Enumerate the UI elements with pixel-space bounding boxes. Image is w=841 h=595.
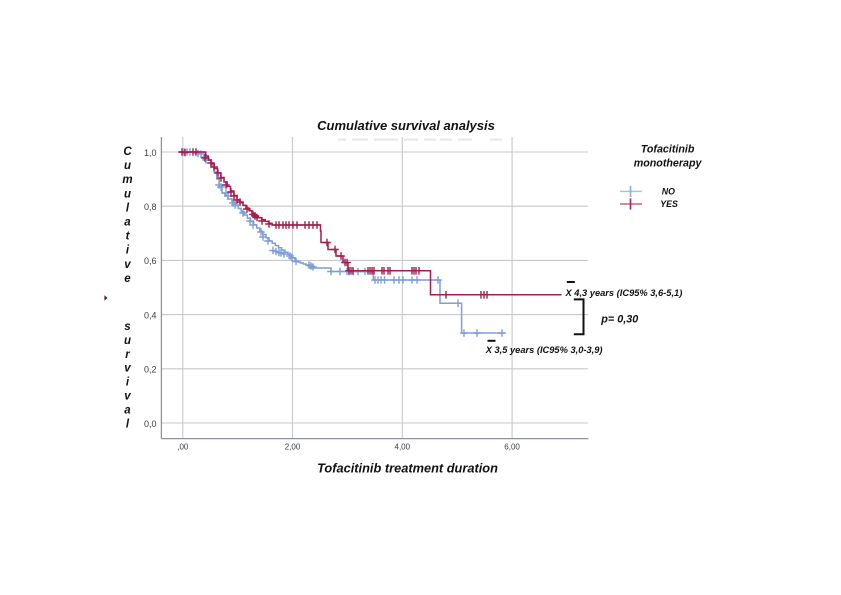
svg-text:u: u: [124, 335, 131, 347]
svg-text:l: l: [126, 202, 130, 214]
svg-text:X 4,3 years (IC95% 3,6-5,1): X 4,3 years (IC95% 3,6-5,1): [565, 288, 683, 298]
svg-text:l: l: [126, 418, 130, 430]
svg-text:Cumulative survival analysis: Cumulative survival analysis: [317, 118, 495, 133]
svg-text:m: m: [122, 174, 132, 186]
svg-text:v: v: [124, 363, 131, 375]
svg-text:u: u: [124, 160, 131, 172]
svg-text:1,0: 1,0: [144, 148, 157, 158]
svg-text:r: r: [125, 349, 130, 361]
svg-text:monotherapy: monotherapy: [634, 158, 703, 170]
svg-text:s: s: [124, 321, 130, 333]
svg-text:u: u: [124, 188, 131, 200]
svg-text:,00: ,00: [177, 442, 189, 451]
svg-text:YES: YES: [660, 199, 678, 209]
svg-text:a: a: [124, 217, 131, 229]
svg-text:e: e: [124, 273, 131, 285]
svg-text:a: a: [124, 404, 131, 416]
svg-text:4,00: 4,00: [395, 442, 411, 451]
svg-text:0,8: 0,8: [144, 202, 157, 212]
svg-text:Tofacitinib: Tofacitinib: [641, 144, 695, 156]
svg-text:t: t: [126, 231, 131, 243]
svg-text:X 3,5 years (IC95% 3,0-3,9): X 3,5 years (IC95% 3,0-3,9): [485, 345, 603, 355]
svg-text:Tofacitinib treatment duration: Tofacitinib treatment duration: [317, 461, 498, 476]
svg-text:v: v: [124, 259, 131, 271]
svg-text:2,00: 2,00: [285, 442, 301, 451]
svg-text:0,0: 0,0: [144, 419, 157, 429]
svg-text:v: v: [124, 391, 131, 403]
svg-text:0,2: 0,2: [144, 365, 157, 375]
svg-text:C: C: [123, 146, 132, 158]
svg-text:0,6: 0,6: [144, 256, 157, 266]
svg-text:i: i: [126, 245, 130, 257]
svg-text:p= 0,30: p= 0,30: [600, 314, 638, 326]
svg-text:i: i: [126, 377, 130, 389]
svg-text:6,00: 6,00: [504, 442, 520, 451]
svg-text:NO: NO: [662, 187, 675, 197]
svg-text:0,4: 0,4: [144, 310, 157, 320]
